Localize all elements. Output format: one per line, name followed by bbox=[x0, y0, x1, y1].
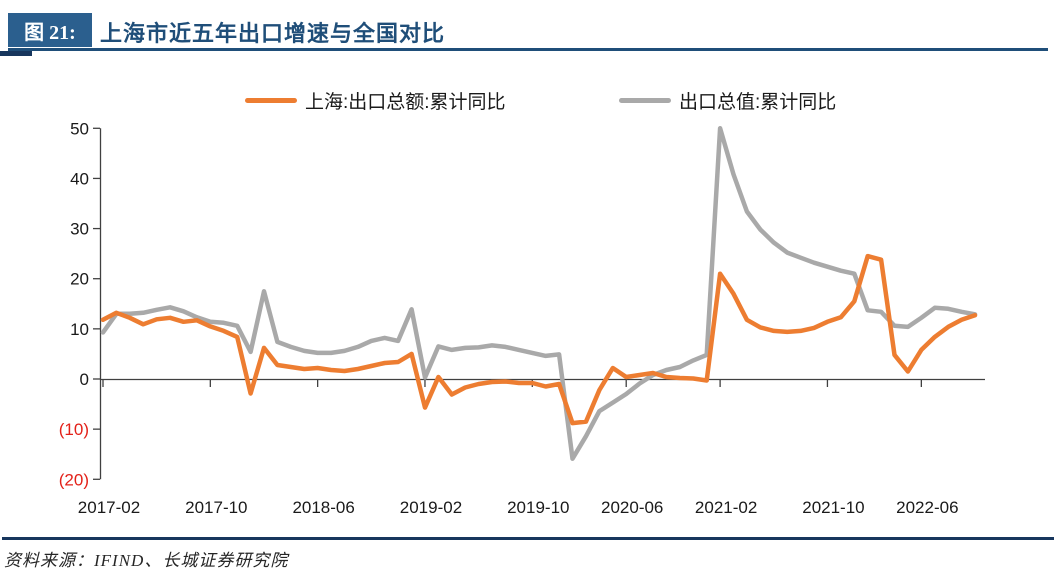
y-axis-label: 10 bbox=[70, 320, 89, 339]
title-underline bbox=[8, 48, 1048, 51]
legend-swatch-shanghai bbox=[245, 97, 297, 103]
x-axis-label: 2021-10 bbox=[802, 498, 864, 517]
figure-title: 上海市近五年出口增速与全国对比 bbox=[100, 21, 446, 46]
x-axis-label: 2020-06 bbox=[601, 498, 663, 517]
x-axis-label: 2017-02 bbox=[78, 498, 140, 517]
y-axis-label: 20 bbox=[70, 270, 89, 289]
legend-label-china: 出口总值:累计同比 bbox=[679, 91, 837, 113]
series-line-shanghai bbox=[100, 253, 978, 426]
legend-label-shanghai: 上海:出口总额:累计同比 bbox=[305, 91, 506, 113]
source-note: 资料来源：IFIND、长城证券研究院 bbox=[4, 551, 289, 570]
y-axis-label: 50 bbox=[70, 119, 89, 138]
y-axis-label: 0 bbox=[80, 370, 89, 389]
x-axis-label: 2019-02 bbox=[400, 498, 462, 517]
x-axis-label: 2022-06 bbox=[896, 498, 958, 517]
x-axis-label: 2021-02 bbox=[695, 498, 757, 517]
legend-swatch-china bbox=[619, 97, 671, 103]
figure-number-badge: 图 21: bbox=[8, 13, 92, 47]
x-axis-label: 2017-10 bbox=[185, 498, 247, 517]
legend-item-shanghai: 上海:出口总额:累计同比 bbox=[245, 88, 506, 113]
y-axis-label: 40 bbox=[70, 169, 89, 188]
x-axis-label: 2019-10 bbox=[507, 498, 569, 517]
x-axis-label: 2018-06 bbox=[292, 498, 354, 517]
legend-item-china: 出口总值:累计同比 bbox=[619, 88, 837, 113]
y-axis-label: (20) bbox=[59, 470, 89, 489]
y-axis-label: (10) bbox=[59, 420, 89, 439]
series-line-china bbox=[100, 126, 978, 461]
title-underline-notch bbox=[0, 51, 32, 56]
y-axis-label: 30 bbox=[70, 220, 89, 239]
source-separator bbox=[2, 537, 1054, 540]
